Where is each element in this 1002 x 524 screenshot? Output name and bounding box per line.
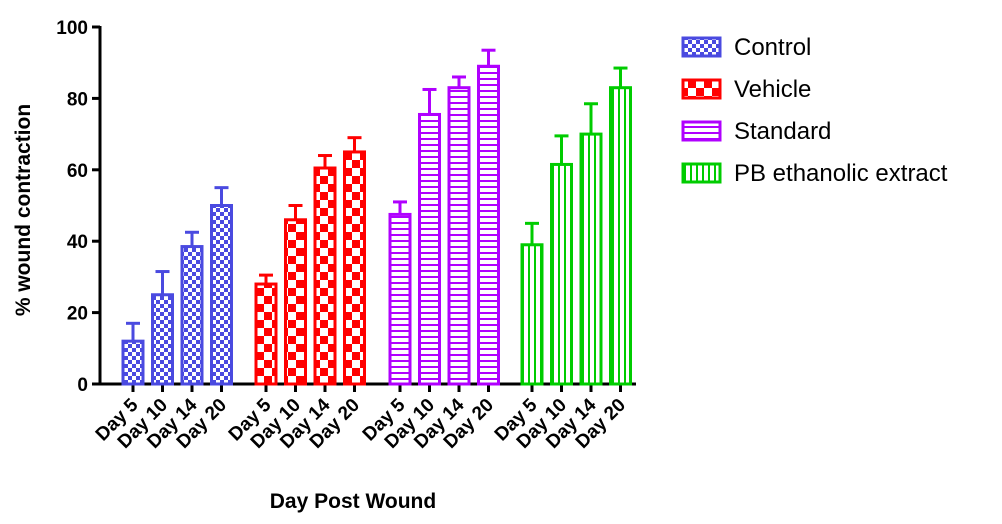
legend-swatch [681, 78, 722, 100]
error-bar-standard-day-5 [393, 200, 407, 215]
legend-label: Vehicle [734, 76, 811, 103]
legend-item-pb-ethanolic-extract: PB ethanolic extract [681, 160, 948, 187]
legend-label: Control [734, 34, 811, 61]
y-axis-title: % wound contraction [12, 104, 35, 316]
y-tick-label: 0 [77, 375, 88, 396]
bar-vehicle-day-10 [284, 218, 307, 386]
bar-standard-day-14 [447, 86, 471, 386]
bar-vehicle-day-5 [254, 282, 278, 386]
error-bar-pb-ethanolic-extract-day-14 [584, 102, 598, 135]
bar-vehicle-day-20 [343, 150, 366, 386]
legend-swatch [681, 120, 722, 142]
bar-standard-day-10 [418, 112, 441, 386]
error-bar-pb-ethanolic-extract-day-10 [554, 134, 569, 165]
bar-pb-ethanolic-extract-day-10 [550, 162, 573, 386]
error-bar-standard-day-20 [481, 48, 496, 67]
legend-item-standard: Standard [681, 118, 831, 145]
legend: Control Vehicle Standard PB ethanolic extra… [681, 34, 948, 187]
legend-swatch [681, 162, 722, 184]
legend-label: Standard [734, 118, 831, 145]
bar-control-day-5 [121, 339, 145, 386]
y-tick-label: 60 [67, 161, 88, 182]
bar-control-day-10 [151, 293, 174, 386]
legend-item-vehicle: Vehicle [681, 76, 811, 103]
bar-pb-ethanolic-extract-day-5 [520, 243, 544, 386]
error-bar-control-day-10 [155, 270, 170, 295]
y-tick-label: 20 [67, 304, 88, 325]
bar-control-day-14 [180, 245, 204, 386]
error-bar-vehicle-day-14 [318, 154, 332, 169]
y-tick-label: 100 [56, 18, 88, 39]
bar-standard-day-5 [388, 212, 412, 386]
error-bar-vehicle-day-10 [288, 204, 303, 220]
error-bar-control-day-14 [185, 230, 199, 247]
legend-swatch [681, 36, 722, 58]
bar-vehicle-day-14 [313, 166, 337, 386]
error-bar-pb-ethanolic-extract-day-20 [613, 66, 628, 88]
error-bar-vehicle-day-5 [259, 273, 273, 285]
error-bar-standard-day-14 [452, 75, 466, 88]
y-tick-label: 80 [67, 89, 88, 110]
error-bar-control-day-5 [126, 321, 140, 342]
y-tick-label: 40 [67, 232, 88, 253]
bar-standard-day-20 [477, 64, 500, 386]
legend-item-control: Control [681, 34, 811, 61]
error-bar-standard-day-10 [422, 87, 437, 115]
error-bar-control-day-20 [214, 186, 229, 206]
bars [121, 48, 632, 386]
bar-control-day-20 [210, 204, 233, 386]
error-bar-vehicle-day-20 [347, 136, 362, 152]
x-axis-title: Day Post Wound [270, 490, 436, 513]
bar-pb-ethanolic-extract-day-20 [609, 86, 632, 386]
error-bar-pb-ethanolic-extract-day-5 [525, 221, 539, 245]
legend-label: PB ethanolic extract [734, 160, 948, 187]
bar-pb-ethanolic-extract-day-14 [579, 132, 603, 386]
